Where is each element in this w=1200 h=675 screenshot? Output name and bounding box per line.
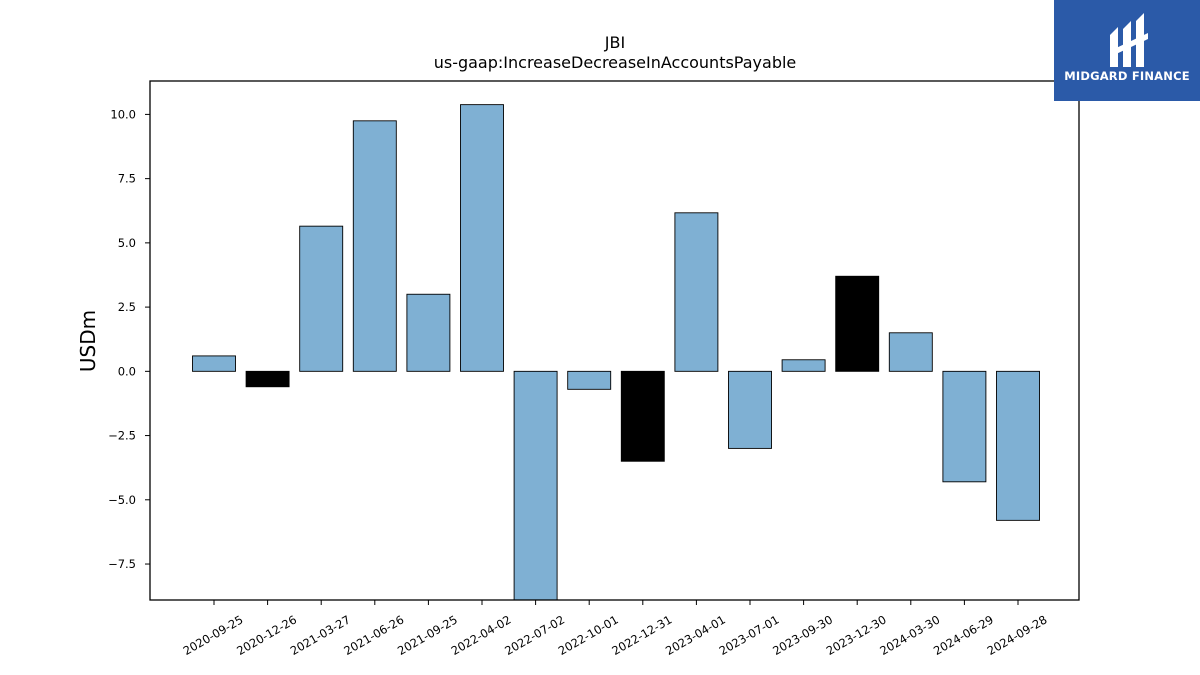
- x-tick-label: 2022-04-02: [449, 612, 514, 658]
- bar-2022-12-31: [620, 370, 665, 462]
- logo-text: MIDGARD FINANCE: [1064, 69, 1190, 83]
- x-tick-label: 2021-06-26: [341, 612, 406, 658]
- x-tick-label: 2022-12-31: [609, 612, 674, 658]
- y-tick-label: 7.5: [118, 172, 136, 186]
- y-axis: −7.5 −5.0 −2.5 0.0 2.5 5.0 7.5 10.0: [108, 107, 150, 571]
- x-tick-label: 2024-06-29: [931, 612, 996, 658]
- y-tick-label: −7.5: [108, 557, 136, 571]
- x-tick-label: 2023-09-30: [770, 612, 835, 658]
- y-tick-label: −5.0: [108, 493, 136, 507]
- bar-2022-10-01: [567, 370, 612, 390]
- bar-2023-09-30: [781, 359, 826, 372]
- bar-2020-09-25: [192, 355, 236, 372]
- x-tick-label: 2021-09-25: [395, 612, 460, 658]
- x-axis: 2020-09-252020-12-262021-03-272021-06-26…: [181, 600, 1050, 658]
- bar-2021-06-26: [352, 120, 397, 372]
- bar-2021-03-27: [299, 225, 344, 372]
- y-tick-label: −2.5: [108, 429, 136, 443]
- chart-title: JBI: [604, 33, 625, 52]
- x-tick-label: 2023-07-01: [717, 612, 782, 658]
- y-tick-label: 5.0: [118, 236, 136, 250]
- bar-2024-06-29: [942, 370, 987, 483]
- x-tick-label: 2023-04-01: [663, 612, 728, 658]
- x-tick-label: 2024-09-28: [985, 612, 1050, 658]
- bars-group: [192, 104, 1040, 600]
- x-tick-label: 2024-03-30: [877, 612, 942, 658]
- x-tick-label: 2020-09-25: [181, 612, 246, 658]
- chart-subtitle: us-gaap:IncreaseDecreaseInAccountsPayabl…: [434, 53, 797, 72]
- bar-2021-09-25: [406, 293, 451, 372]
- bar-2020-12-26: [245, 370, 290, 388]
- y-axis-label: USDm: [76, 310, 100, 372]
- logo-mark-icon: [1110, 13, 1148, 67]
- midgard-finance-logo: MIDGARD FINANCE: [1054, 0, 1200, 101]
- bar-2024-03-30: [888, 332, 933, 372]
- y-tick-label: 10.0: [110, 107, 136, 121]
- bar-2024-09-28: [996, 370, 1040, 521]
- bar-2023-04-01: [674, 212, 719, 372]
- bar-2023-07-01: [728, 370, 772, 449]
- bar-2022-04-02: [460, 104, 504, 372]
- x-tick-label: 2020-12-26: [234, 612, 299, 658]
- x-tick-label: 2021-03-27: [288, 612, 353, 658]
- x-tick-label: 2022-10-01: [556, 612, 621, 658]
- plot-frame: [149, 80, 1080, 601]
- x-tick-label: 2022-07-02: [502, 612, 567, 658]
- bar-2022-07-02: [513, 370, 558, 600]
- bar-2023-12-30: [835, 275, 880, 372]
- y-tick-label: 2.5: [118, 300, 136, 314]
- x-tick-label: 2023-12-30: [824, 612, 889, 658]
- y-tick-label: 0.0: [118, 364, 136, 378]
